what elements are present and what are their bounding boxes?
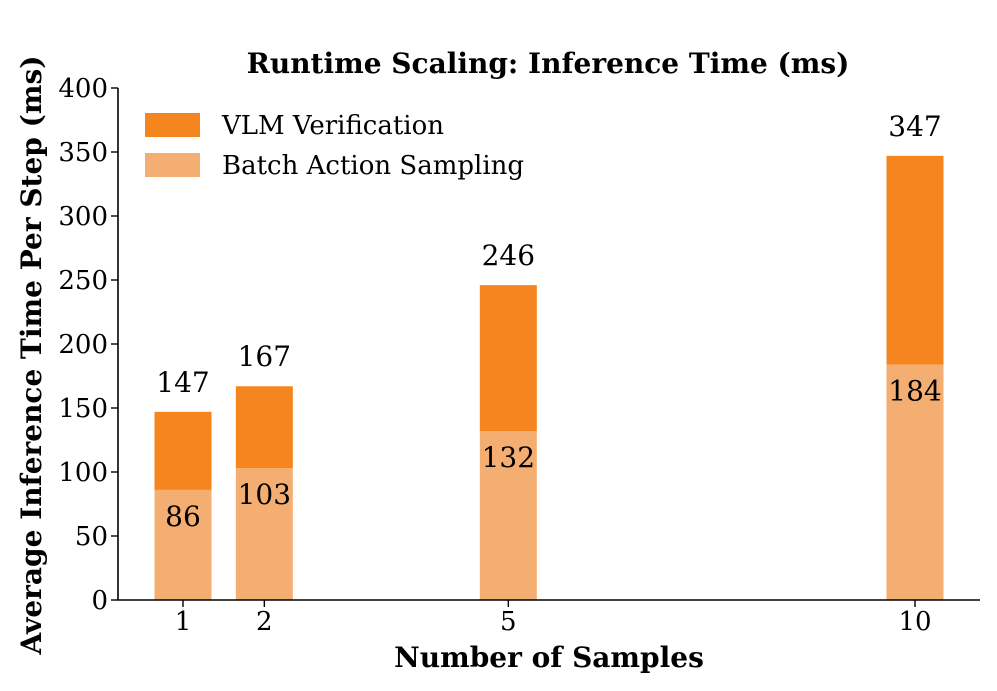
- total-value-label: 347: [888, 110, 941, 143]
- y-tick-label: 150: [58, 394, 108, 424]
- bar-batch-action-sampling: [886, 364, 944, 600]
- x-tick-label: 10: [898, 607, 931, 637]
- y-tick-label: 50: [75, 522, 108, 552]
- y-tick-label: 100: [58, 458, 108, 488]
- y-tick-label: 200: [58, 330, 108, 360]
- data-labels: 86 147 103 167 132 246 184 347: [156, 110, 941, 533]
- y-tick-label: 300: [58, 202, 108, 232]
- bar-vlm-verification: [235, 386, 293, 469]
- bar-vlm-verification: [154, 411, 212, 490]
- legend: VLM Verification Batch Action Sampling: [145, 111, 524, 181]
- y-tick-label: 350: [58, 138, 108, 168]
- legend-label: VLM Verification: [221, 111, 444, 141]
- y-axis-title: Average Inference Time Per Step (ms): [15, 55, 48, 655]
- legend-label: Batch Action Sampling: [222, 151, 524, 181]
- chart-title: Runtime Scaling: Inference Time (ms): [247, 47, 850, 80]
- bar-vlm-verification: [886, 155, 944, 365]
- bar-batch-action-sampling: [479, 431, 537, 600]
- x-tick-label: 1: [175, 607, 192, 637]
- x-tick-label: 5: [500, 607, 517, 637]
- x-tick-label: 2: [256, 607, 273, 637]
- bottom-value-label: 103: [238, 478, 291, 511]
- bottom-value-label: 86: [165, 500, 201, 533]
- y-axis-ticks: 0 50 100 150 200 250 300 350 400: [58, 74, 118, 616]
- y-tick-label: 0: [91, 586, 108, 616]
- bar-vlm-verification: [479, 285, 537, 432]
- bar-batch-action-sampling: [154, 489, 212, 600]
- x-axis-ticks: 1 2 5 10: [175, 600, 932, 637]
- legend-swatch: [145, 113, 200, 137]
- legend-swatch: [145, 153, 200, 177]
- bottom-value-label: 132: [482, 441, 535, 474]
- bars: [154, 155, 944, 600]
- y-tick-label: 250: [58, 266, 108, 296]
- y-tick-label: 400: [58, 74, 108, 104]
- bottom-value-label: 184: [888, 374, 941, 407]
- total-value-label: 147: [156, 366, 209, 399]
- total-value-label: 167: [238, 340, 291, 373]
- x-axis-title: Number of Samples: [394, 641, 704, 674]
- bar-batch-action-sampling: [235, 468, 293, 600]
- total-value-label: 246: [482, 239, 535, 272]
